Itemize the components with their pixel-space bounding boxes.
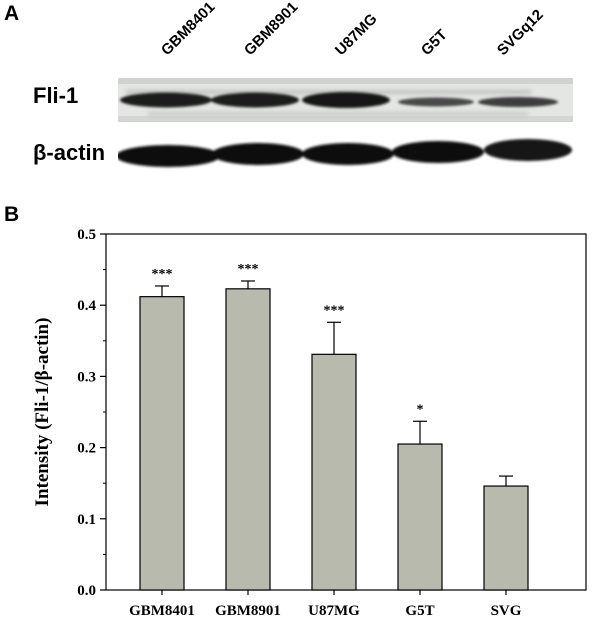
actin-band-svgq12: [484, 139, 572, 161]
y-tick-label: 0.5: [77, 227, 96, 243]
fli1-band-g5t: [398, 97, 474, 107]
significance-label-gbm8401: ***: [152, 267, 173, 282]
significance-label-u87mg: ***: [324, 303, 345, 318]
lane-label-g5t: G5T: [417, 26, 451, 59]
y-tick-label: 0.3: [77, 369, 96, 385]
y-axis: 0.0 0.1 0.2 0.3 0.4 0.5: [77, 227, 587, 599]
panel-a-letter: A: [4, 2, 20, 25]
y-tick-label: 0.4: [77, 298, 96, 314]
fli1-band-u87mg: [302, 92, 390, 108]
lane-label-u87mg: U87MG: [331, 10, 381, 59]
y-axis-label: Intensity (Fli-1/β-actin): [32, 318, 53, 507]
fli1-band-gbm8901: [211, 92, 299, 108]
y-tick-label: 0.1: [77, 512, 96, 528]
bar-gbm8901: [225, 288, 271, 591]
actin-band-u87mg: [302, 143, 394, 165]
significance-label-gbm8901: ***: [238, 262, 259, 277]
bar-u87mg: [311, 353, 357, 591]
actin-band-g5t: [392, 141, 484, 163]
row-label-fli1: Fli-1: [33, 83, 79, 108]
lane-label-svgq12: SVGq12: [493, 6, 547, 60]
bar-svg: [483, 485, 529, 591]
lane-label-gbm8401: GBM8401: [157, 0, 219, 59]
significance-label-g5t: *: [417, 402, 424, 417]
actin-band-gbm8401: [118, 145, 220, 167]
bars: *** *******: [139, 262, 529, 591]
bar-gbm8401: [139, 296, 185, 591]
fli1-band-gbm8401: [120, 92, 212, 108]
bar-chart: 0.00.10.20.30.40.5 *** ******* GBM8401 GBM…: [32, 227, 587, 619]
y-tick-label: 0.2: [77, 441, 96, 457]
fli1-band-svgq12: [478, 97, 558, 107]
lane-label-gbm8901: GBM8901: [240, 0, 302, 59]
x-tick-label-gbm8901: GBM8901: [215, 603, 281, 619]
x-tick-label-svg: SVG: [491, 603, 522, 619]
panel-b-letter: B: [4, 203, 20, 226]
x-tick-label-gbm8401: GBM8401: [129, 603, 195, 619]
bar-g5t: [397, 443, 443, 591]
row-label-beta-actin: β-actin: [33, 140, 106, 165]
x-tick-label-u87mg: U87MG: [308, 603, 360, 619]
x-tick-label-g5t: G5T: [405, 603, 434, 619]
x-axis: GBM8401 GBM8901 U87MG G5T SVG: [129, 590, 522, 619]
actin-band-gbm8901: [212, 143, 304, 165]
y-tick-label: 0.0: [77, 583, 96, 599]
western-blot-image: [118, 78, 573, 167]
